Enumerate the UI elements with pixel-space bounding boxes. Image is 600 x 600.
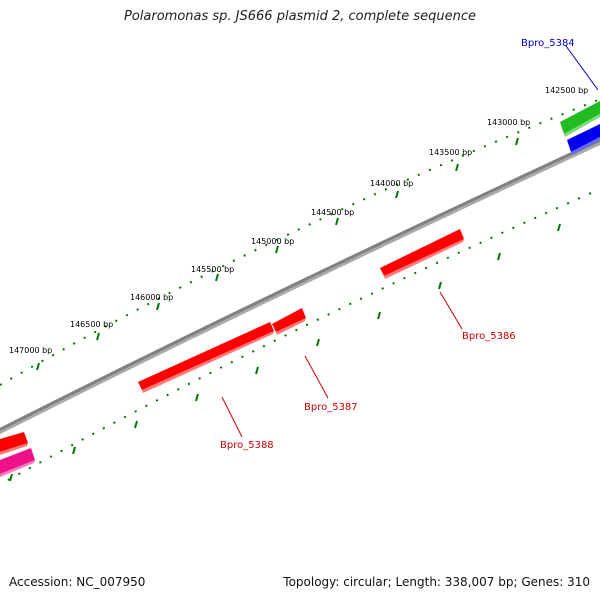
major-tick (36, 362, 40, 371)
leader-line-bpro-5387 (304, 355, 329, 399)
feature-bpro-5386[interactable] (380, 229, 464, 279)
feature-left-red[interactable] (0, 432, 28, 455)
tick-label: 146000 bp (130, 293, 173, 302)
major-tick (335, 217, 339, 226)
tick-label: 145000 bp (251, 237, 294, 246)
major-tick (395, 190, 399, 199)
leader-line-bpro-5388 (221, 396, 243, 438)
major-tick (134, 420, 138, 429)
feature-bpro-5388[interactable] (138, 322, 274, 393)
major-tick (377, 311, 381, 320)
map-title: Polaromonas sp. JS666 plasmid 2, complet… (123, 9, 476, 24)
major-tick (9, 473, 13, 482)
tick-label: 143000 bp (487, 118, 530, 127)
topology-summary: Topology: circular; Length: 338,007 bp; … (283, 575, 590, 589)
gene-label-bpro-5384[interactable]: Bpro_5384 (521, 38, 575, 49)
gene-label-bpro-5386[interactable]: Bpro_5386 (462, 331, 516, 342)
tick-label: 142500 bp (545, 86, 588, 95)
accession-text: Accession: NC_007950 (9, 575, 146, 589)
tick-label: 144500 bp (311, 208, 354, 217)
tick-label: 143500 bp (429, 148, 472, 157)
major-tick (515, 137, 519, 146)
major-tick (497, 252, 501, 261)
tick-label: 146500 bp (70, 320, 113, 329)
major-tick (195, 393, 199, 402)
backbone (0, 138, 600, 432)
major-tick (255, 366, 259, 375)
major-tick (96, 332, 100, 341)
tick-label: 145500 bp (191, 265, 234, 274)
leader-line-bpro-5384 (565, 45, 599, 91)
gene-label-bpro-5388[interactable]: Bpro_5388 (220, 440, 274, 451)
major-tick (72, 446, 76, 455)
major-tick (156, 302, 160, 311)
tick-label: 144000 bp (370, 179, 413, 188)
major-tick (275, 245, 279, 254)
feature-left-magenta[interactable] (0, 448, 35, 477)
major-tick (316, 338, 320, 347)
major-tick (215, 273, 219, 282)
tick-label: 147000 bp (9, 346, 52, 355)
feature-bpro-5387[interactable] (272, 308, 306, 335)
outer-tick-track (0, 99, 599, 386)
major-tick (438, 281, 442, 290)
major-tick (455, 163, 459, 172)
inner-major-ticks (9, 223, 561, 482)
backbone-shadow (0, 139, 600, 435)
feature-bpro-5384-blue[interactable] (567, 124, 600, 155)
gene-label-bpro-5387[interactable]: Bpro_5387 (304, 402, 358, 413)
leader-line-bpro-5386 (439, 291, 463, 330)
feature-bpro-5384-green[interactable] (560, 101, 600, 137)
major-tick (557, 223, 561, 232)
